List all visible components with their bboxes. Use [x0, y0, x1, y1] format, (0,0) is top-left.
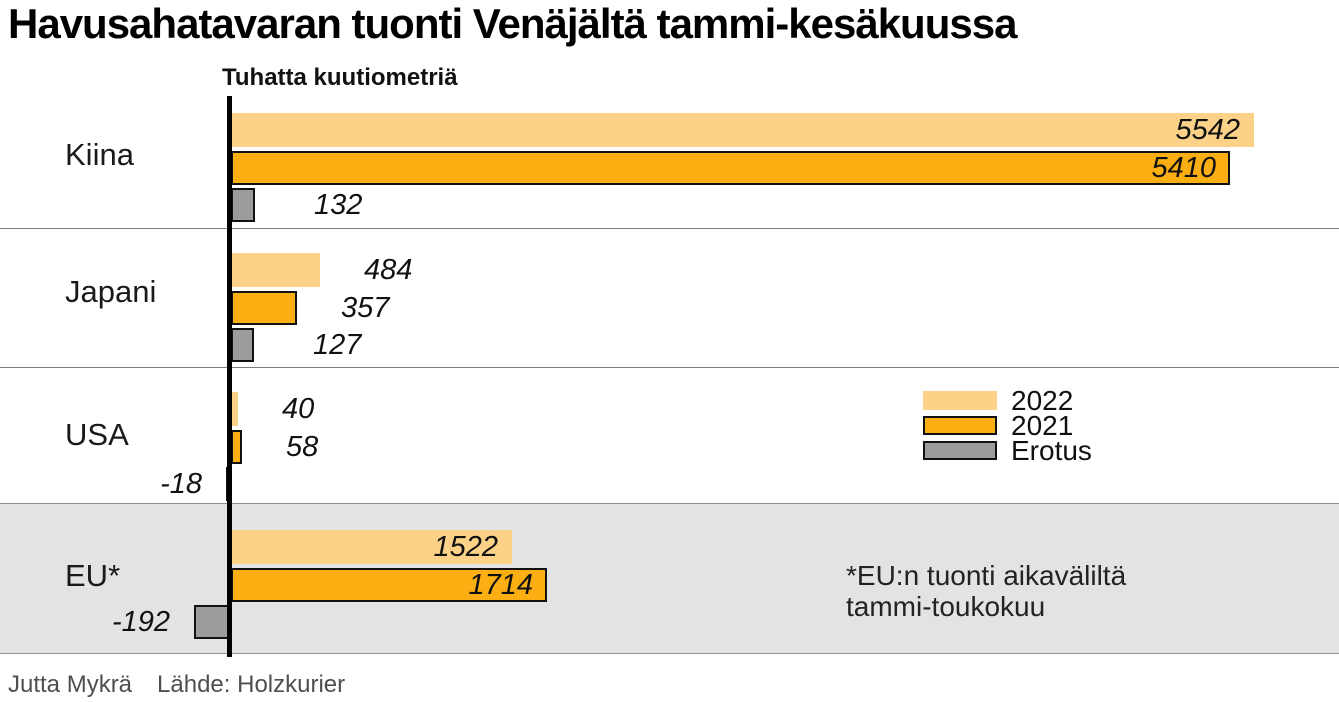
bar-erotus-kiina: [231, 188, 255, 222]
row-divider: [0, 228, 1339, 229]
bar-2021-japani: [231, 290, 297, 325]
value-label: 1522: [433, 531, 498, 563]
author-credit: Jutta Mykrä: [8, 671, 133, 698]
category-label-usa: USA: [65, 417, 129, 452]
axis-unit-label: Tuhatta kuutiometriä: [222, 64, 458, 91]
value-label: 5410: [1151, 151, 1216, 184]
value-axis-line: [227, 96, 232, 657]
legend-swatch-erotus: [923, 441, 997, 460]
legend-item-erotus: Erotus: [923, 435, 1092, 466]
value-label: 40: [282, 393, 315, 425]
chart-title: Havusahatavaran tuonti Venäjältä tammi-k…: [8, 0, 1017, 47]
bar-2022-usa: [231, 392, 238, 426]
category-label-eu: EU*: [65, 558, 121, 593]
category-label-kiina: Kiina: [65, 137, 134, 172]
eu-footnote: *EU:n tuonti aikaväliltä tammi-toukokuu: [846, 560, 1126, 622]
bar-2022-eu: [231, 530, 512, 564]
value-label: 127: [313, 329, 362, 361]
legend: 2022 2021 Erotus: [923, 385, 1092, 466]
value-label: 1714: [468, 568, 533, 601]
row-divider: [0, 367, 1339, 368]
legend-label: Erotus: [1011, 435, 1092, 466]
value-label: -18: [160, 468, 202, 500]
bar-erotus-eu: [194, 605, 229, 639]
value-label: 132: [314, 189, 363, 221]
eu-footnote-line1: *EU:n tuonti aikaväliltä: [846, 560, 1127, 591]
legend-swatch-2022: [923, 391, 997, 410]
bar-2022-japani: [231, 253, 320, 287]
legend-item-2021: 2021: [923, 410, 1092, 441]
eu-footnote-line2: tammi-toukokuu: [846, 591, 1046, 622]
category-label-japani: Japani: [65, 274, 157, 309]
legend-swatch-2021: [923, 416, 997, 435]
source-credit: Lähde: Holzkurier: [157, 671, 346, 698]
value-label: 58: [286, 430, 319, 463]
value-label: 357: [341, 291, 390, 324]
value-label: -192: [111, 606, 170, 638]
bar-erotus-japani: [231, 328, 254, 362]
bar-2022-kiina: [231, 113, 1254, 147]
credits: Jutta Mykrä Lähde: Holzkurier: [8, 671, 345, 699]
legend-label: 2022: [1011, 385, 1074, 416]
legend-item-2022: 2022: [923, 385, 1092, 416]
value-label: 484: [364, 254, 413, 286]
bar-2021-kiina: [231, 150, 1230, 185]
bar-2021-eu: [231, 567, 547, 602]
legend-label: 2021: [1011, 410, 1074, 441]
value-label: 5542: [1175, 114, 1240, 146]
bar-2021-usa: [231, 429, 242, 464]
